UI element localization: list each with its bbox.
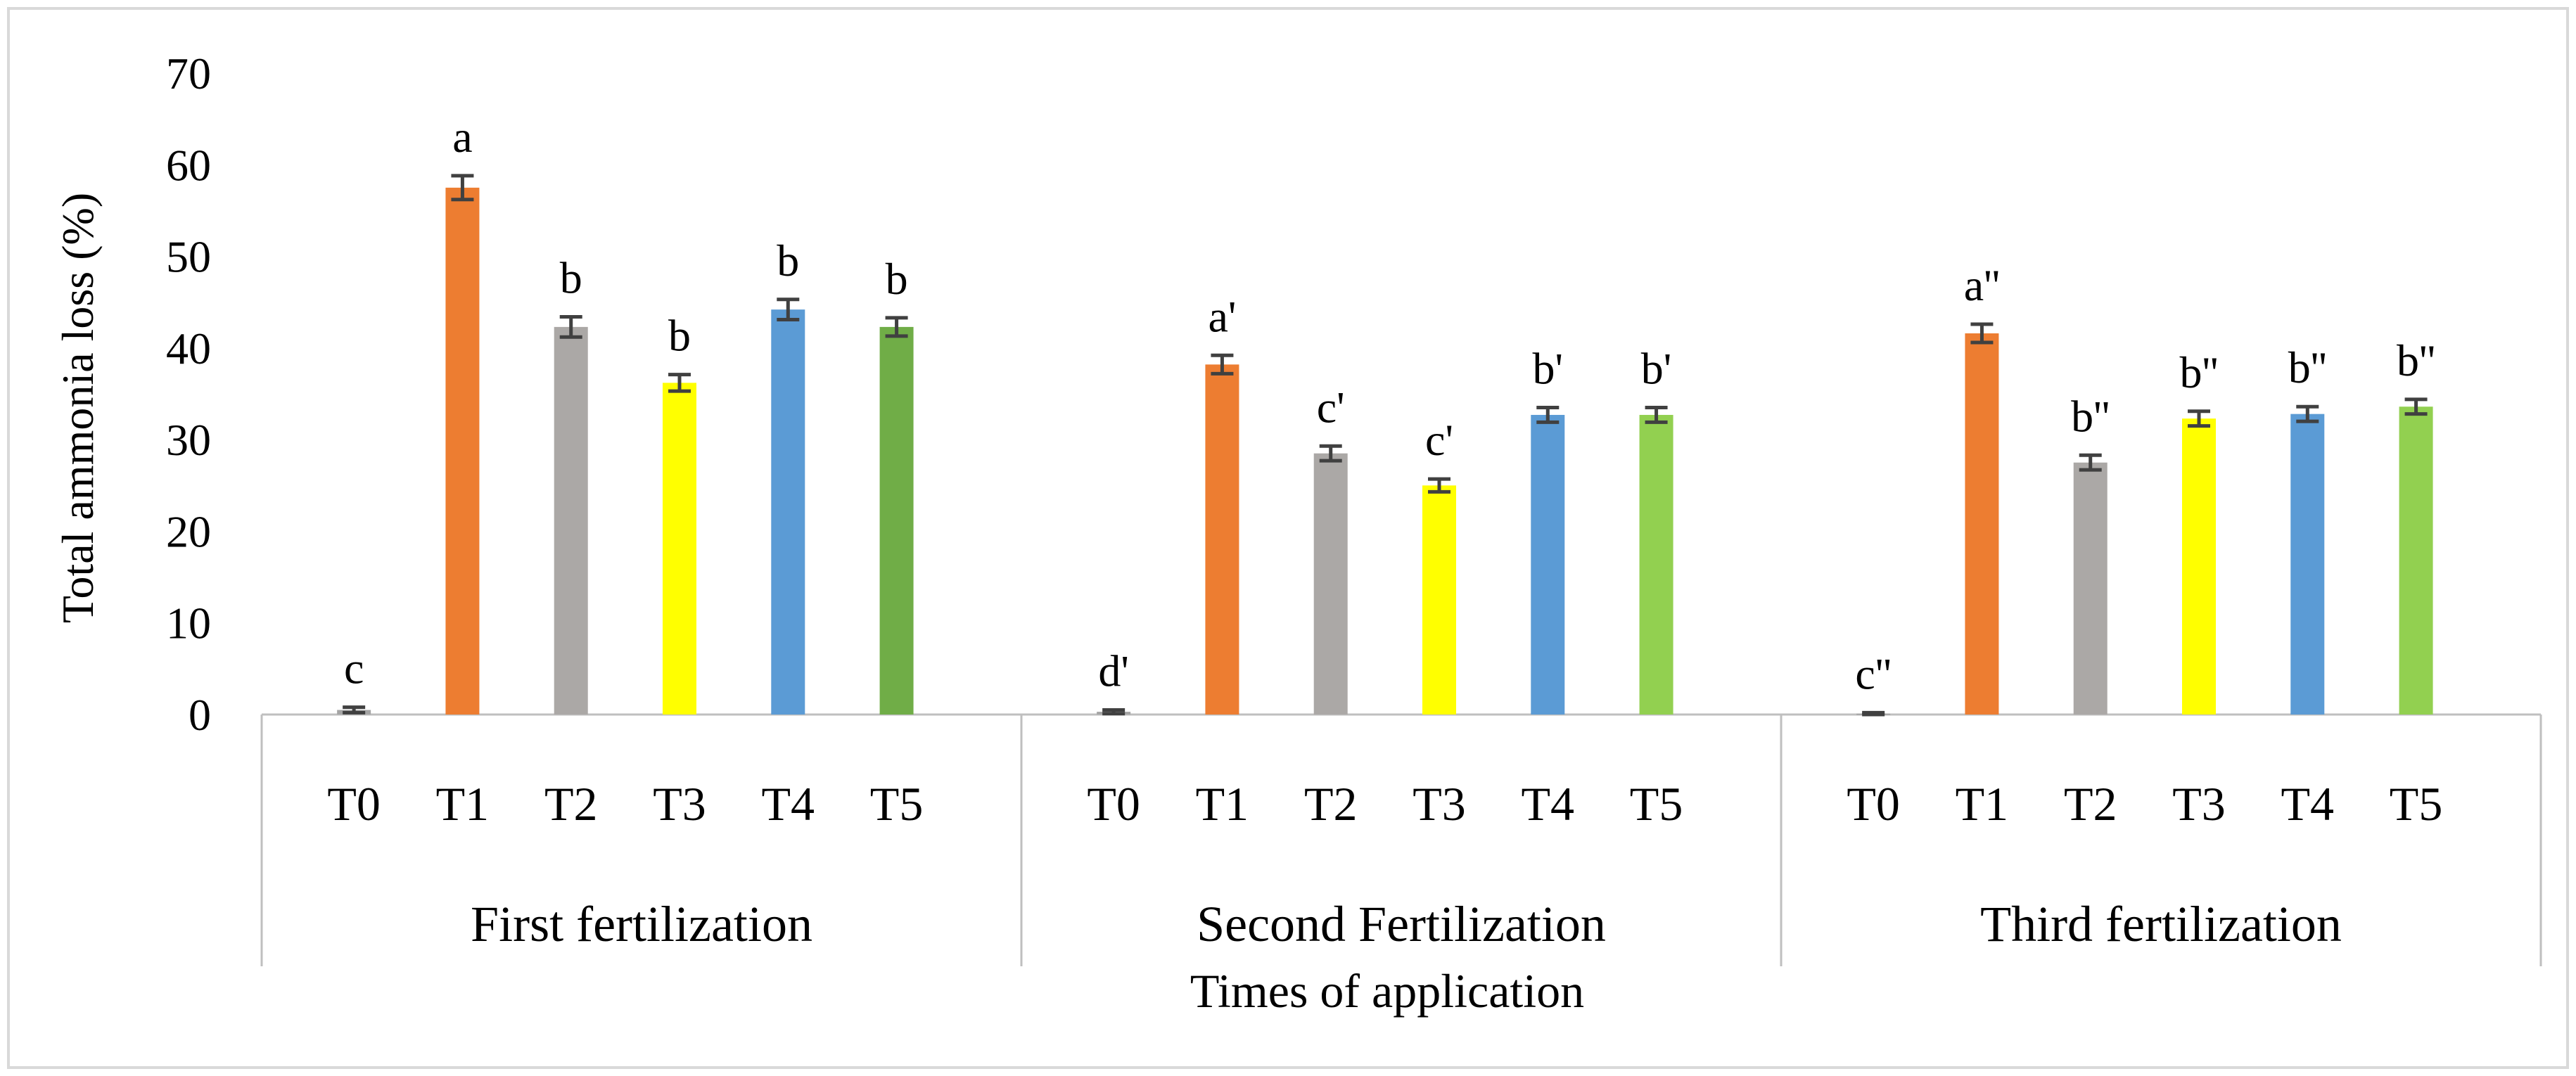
error-bar [1645,406,1668,424]
error-bar [1428,477,1450,494]
significance-letter: a [452,112,472,162]
error-bar [1862,710,1885,717]
group-label: Second Fertilization [1197,896,1606,952]
y-tick-label: 60 [166,140,211,190]
significance-letter: b' [1533,344,1564,394]
category-label: T5 [870,777,924,831]
significance-letter: c'' [1855,648,1891,698]
bar [1639,414,1673,715]
group-dividers [260,715,2542,966]
bar [1531,414,1565,715]
x-axis-label: Times of application [1190,964,1584,1018]
bar [1313,453,1348,715]
significance-letter: c [344,643,364,693]
bars [337,187,2433,715]
bar [2290,414,2325,715]
y-tick-label: 40 [166,324,211,373]
error-bar [1319,444,1342,463]
category-label: T5 [1630,777,1683,831]
category-label: T1 [1956,777,2009,831]
bar [1205,364,1239,715]
group-label: Third fertilization [1980,896,2342,952]
category-label: T1 [436,777,490,831]
significance-letter: c' [1317,382,1345,432]
significance-letter: b [560,253,582,303]
error-bar [1211,353,1234,376]
y-axis-label: Total ammonia loss (%) [53,193,103,623]
bar [2073,462,2108,715]
significance-letter: b' [1641,344,1672,394]
error-bar [2079,453,2102,472]
error-bar [2296,404,2319,423]
bar [2182,418,2216,715]
error-bars [343,174,2428,717]
error-bar [559,315,582,339]
chart-border [7,7,2569,1069]
error-bar [1970,322,1994,345]
bar [445,187,480,715]
category-label: T4 [762,777,815,831]
significance-letter: b'' [2179,347,2218,397]
significance-letter: b [886,254,908,304]
bar [879,326,914,715]
bar [771,309,805,715]
bar [2399,406,2433,715]
category-label: T4 [2281,777,2335,831]
error-bar [668,373,691,393]
y-tick-label: 0 [189,690,211,740]
error-bar [451,174,474,202]
error-bar [2404,397,2428,416]
error-bar [1536,406,1560,424]
category-label: T2 [1304,777,1358,831]
error-bar [777,297,800,321]
significance-letter: c' [1425,415,1453,465]
category-label: T3 [2172,777,2226,831]
significance-letter: b'' [2071,391,2110,441]
significance-letter: d' [1098,646,1129,696]
error-bar [343,705,366,715]
bar [1965,333,1999,715]
significance-letters: c a b b b b d' a' c' c' b' b' c'' a'' b'' b'' b'' b'' [344,112,2435,698]
y-tick-label: 10 [166,598,211,648]
category-label: T1 [1196,777,1249,831]
significance-letter: b [668,311,691,361]
error-bar [885,316,908,338]
error-bar [1102,707,1126,716]
y-axis-ticks: 0 10 20 30 40 50 60 70 [166,49,211,740]
bar [1422,485,1456,715]
category-label: T0 [1847,777,1900,831]
category-label: T3 [653,777,706,831]
y-tick-label: 70 [166,49,211,98]
error-bar [2188,409,2210,428]
category-label: T2 [2064,777,2117,831]
category-label: T0 [1087,777,1140,831]
category-label: T5 [2390,777,2443,831]
group-label: First fertilization [471,896,812,952]
bar [554,326,588,715]
significance-letter: a'' [1964,260,2000,310]
group-labels: First fertilization Second Fertilization T… [471,896,2342,952]
significance-letter: b'' [2397,335,2435,385]
significance-letter: b [777,236,799,286]
significance-letter: a' [1208,291,1236,341]
y-tick-label: 30 [166,415,211,465]
category-labels: T0 T1 T2 T3 T4 T5 T0 T1 T2 T3 T4 T5 T0 T1 T2 T3 T4 T5 [327,777,2442,831]
y-tick-label: 20 [166,506,211,556]
category-label: T2 [544,777,598,831]
category-label: T4 [1522,777,1575,831]
bar [663,383,696,715]
y-tick-label: 50 [166,232,211,282]
category-label: T0 [327,777,381,831]
category-label: T3 [1413,777,1466,831]
significance-letter: b'' [2288,342,2327,392]
